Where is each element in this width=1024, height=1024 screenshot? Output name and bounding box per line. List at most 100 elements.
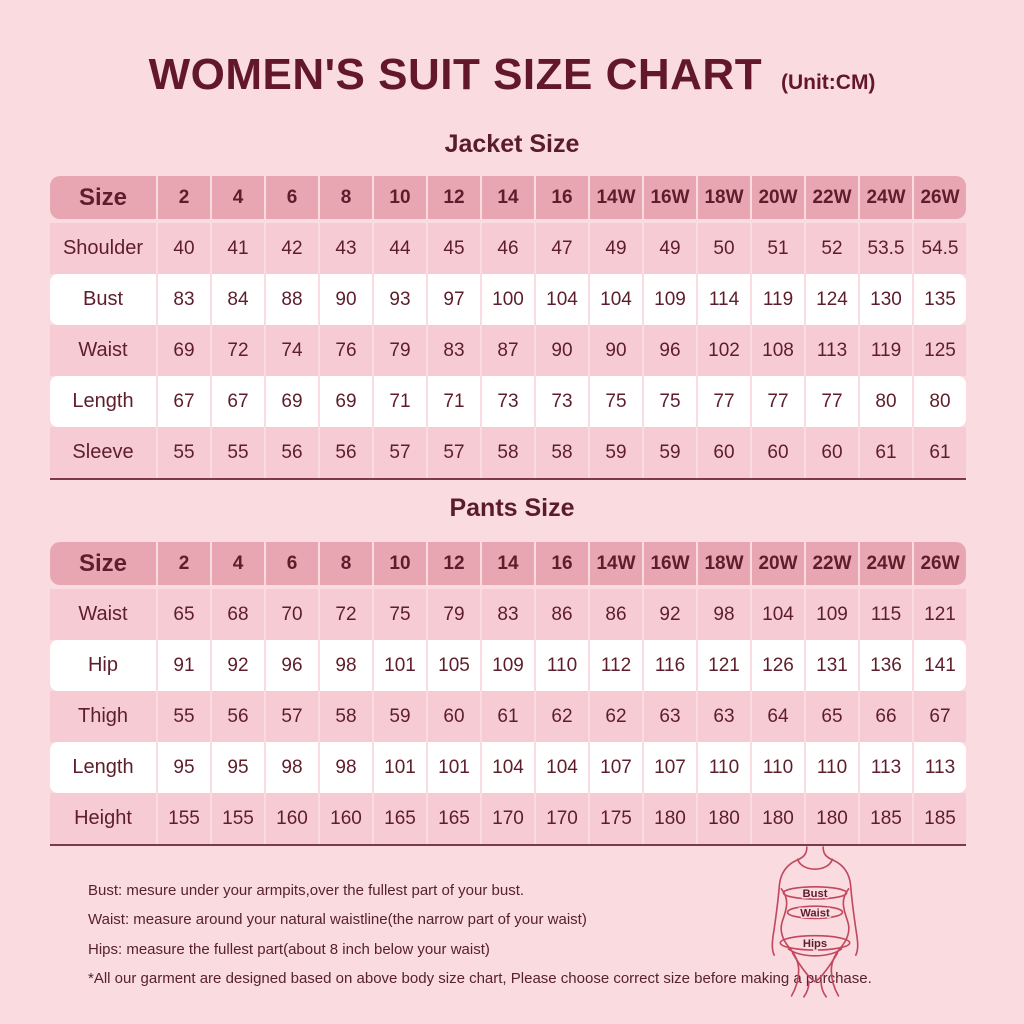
size-cell: 180 [806,793,858,844]
size-cell: 114 [698,274,750,325]
size-cell: 63 [698,691,750,742]
size-cell: 175 [590,793,642,844]
size-cell: 87 [482,325,534,376]
size-cell: 59 [374,691,426,742]
size-cell: 83 [428,325,480,376]
size-cell: 121 [698,640,750,691]
table-row: Waist 65 68 70 72 75 79 83 86 86 92 98 104 109 115 121 [50,589,966,640]
bust-band-icon [782,885,848,900]
size-cell: 79 [428,589,480,640]
bust-label: Bust [803,888,828,900]
size-cell: 69 [158,325,210,376]
size-cell: 170 [482,793,534,844]
size-cell: 79 [374,325,426,376]
size-cell: 55 [158,691,210,742]
size-cell: 95 [212,742,264,793]
size-cell: 58 [536,427,588,478]
size-cell: 109 [806,589,858,640]
size-cell: 60 [428,691,480,742]
hips-label: Hips [803,938,827,950]
header-cell: 4 [212,176,264,219]
size-cell: 42 [266,223,318,274]
header-size-label: Size [50,176,156,219]
header-cell: 8 [320,542,372,585]
header-cell: 22W [806,542,858,585]
size-cell: 101 [374,742,426,793]
size-cell: 101 [374,640,426,691]
size-cell: 101 [428,742,480,793]
size-cell: 109 [482,640,534,691]
jacket-size-table: Size 2 4 6 8 10 12 14 16 14W 16W 18W 20W 22W 24W 26W Sho… [50,176,966,480]
waist-label: Waist [800,907,830,919]
size-cell: 62 [590,691,642,742]
hips-band-icon [779,934,851,951]
header-cell: 6 [266,176,318,219]
size-cell: 54.5 [914,223,966,274]
size-cell: 95 [158,742,210,793]
row-label: Length [50,376,156,427]
table-row: Shoulder 40 41 42 43 44 45 46 47 49 49 50 51 52 53.5 54… [50,223,966,274]
size-cell: 105 [428,640,480,691]
size-cell: 56 [212,691,264,742]
table-row: Waist 69 72 74 76 79 83 87 90 90 96 102 108 113 119 125 [50,325,966,376]
size-cell: 86 [536,589,588,640]
size-cell: 67 [914,691,966,742]
note-hips: Hips: measure the fullest part(about 8 i… [88,940,490,958]
size-cell: 75 [374,589,426,640]
size-cell: 46 [482,223,534,274]
size-cell: 130 [860,274,912,325]
header-cell: 2 [158,542,210,585]
size-cell: 80 [860,376,912,427]
size-cell: 40 [158,223,210,274]
size-cell: 75 [590,376,642,427]
size-cell: 141 [914,640,966,691]
size-cell: 61 [860,427,912,478]
size-cell: 108 [752,325,804,376]
header-cell: 16 [536,176,588,219]
size-cell: 73 [536,376,588,427]
size-cell: 121 [914,589,966,640]
size-cell: 65 [158,589,210,640]
size-cell: 100 [482,274,534,325]
row-label: Sleeve [50,427,156,478]
size-cell: 57 [428,427,480,478]
size-cell: 185 [914,793,966,844]
size-cell: 98 [698,589,750,640]
size-cell: 96 [266,640,318,691]
size-cell: 76 [320,325,372,376]
size-cell: 67 [158,376,210,427]
header-cell: 14W [590,176,642,219]
size-cell: 113 [914,742,966,793]
row-label: Length [50,742,156,793]
table-header-row: Size 2 4 6 8 10 12 14 16 14W 16W 18W 20W 22W 24W 26W [50,542,966,585]
size-cell: 104 [536,274,588,325]
size-cell: 98 [266,742,318,793]
size-cell: 59 [590,427,642,478]
size-cell: 92 [212,640,264,691]
note-disclaimer: *All our garment are designed based on a… [88,969,872,987]
size-cell: 90 [320,274,372,325]
size-cell: 113 [806,325,858,376]
size-cell: 107 [590,742,642,793]
row-label: Waist [50,325,156,376]
size-cell: 44 [374,223,426,274]
header-size-label: Size [50,542,156,585]
size-cell: 51 [752,223,804,274]
size-cell: 61 [914,427,966,478]
row-label: Height [50,793,156,844]
size-cell: 119 [860,325,912,376]
size-cell: 116 [644,640,696,691]
size-cell: 104 [752,589,804,640]
size-cell: 93 [374,274,426,325]
header-cell: 24W [860,176,912,219]
size-cell: 155 [212,793,264,844]
size-cell: 110 [752,742,804,793]
unit-label: (Unit:CM) [780,71,876,94]
table-row: Bust 83 84 88 90 93 97 100 104 104 109 114 119 124 130… [50,274,966,325]
size-cell: 62 [536,691,588,742]
row-label: Thigh [50,691,156,742]
size-cell: 91 [158,640,210,691]
size-cell: 53.5 [860,223,912,274]
header-cell: 20W [752,542,804,585]
size-cell: 98 [320,742,372,793]
